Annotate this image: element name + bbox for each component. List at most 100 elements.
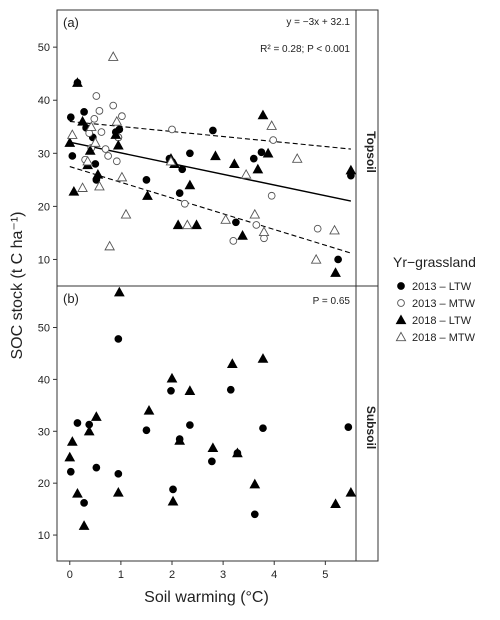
y-axis-label: SOC stock (t C ha⁻¹) — [9, 211, 26, 359]
data-point — [120, 208, 132, 219]
data-point — [77, 182, 88, 192]
data-point — [80, 108, 88, 116]
data-point — [91, 160, 100, 168]
data-point — [142, 190, 153, 200]
data-point — [72, 77, 83, 87]
data-point — [249, 478, 261, 489]
data-point — [110, 129, 122, 139]
data-point — [166, 372, 178, 383]
data-point — [181, 219, 193, 230]
x-tick-label: 5 — [322, 569, 328, 581]
legend-label: 2013 – MTW — [412, 298, 476, 310]
legend-marker — [395, 314, 407, 325]
data-point — [186, 149, 194, 158]
regression-stats: R² = 0.28; P < 0.001 — [260, 44, 350, 55]
data-point — [258, 226, 270, 236]
data-point — [80, 499, 88, 507]
data-point — [66, 129, 78, 139]
data-point — [114, 335, 123, 343]
data-point — [66, 436, 78, 446]
data-point — [186, 421, 194, 429]
data-point — [66, 467, 75, 476]
data-point — [83, 425, 95, 436]
data-point — [90, 114, 99, 123]
data-point — [240, 169, 252, 179]
data-point — [95, 106, 104, 115]
data-point — [174, 435, 186, 445]
data-point — [90, 411, 102, 421]
y-tick-label: 40 — [38, 374, 50, 386]
subsoil-strip — [355, 285, 379, 562]
data-point — [167, 386, 175, 395]
data-point — [118, 112, 126, 121]
data-point — [116, 171, 128, 182]
data-point — [180, 199, 189, 208]
x-tick-label: 3 — [220, 569, 226, 581]
x-tick-label: 2 — [169, 569, 175, 581]
data-point — [104, 152, 112, 160]
data-point — [252, 163, 264, 174]
y-tick-label: 10 — [38, 530, 50, 542]
data-point — [220, 214, 232, 224]
data-point — [345, 486, 357, 497]
data-point — [68, 185, 80, 196]
data-point — [89, 137, 101, 147]
data-point — [228, 158, 240, 169]
data-point — [169, 485, 177, 494]
topsoil-strip-label: Topsoil — [364, 131, 378, 173]
chart-marks: 10 20 30 40 50 10 20 30 40 50 0 1 2 3 4 5 — [38, 42, 357, 581]
data-point — [97, 128, 106, 136]
data-point — [184, 179, 196, 190]
data-point — [78, 520, 90, 530]
data-point — [109, 101, 118, 110]
data-point — [257, 109, 269, 120]
data-point — [249, 154, 258, 163]
data-point — [210, 150, 221, 161]
data-point — [167, 495, 179, 506]
data-point — [259, 424, 267, 433]
data-point — [330, 498, 341, 509]
regression-equation: y = −3x + 32.1 — [286, 17, 350, 28]
data-point — [310, 253, 322, 264]
legend-label: 2018 – LTW — [412, 315, 472, 327]
data-point — [345, 164, 357, 175]
data-point — [229, 237, 238, 245]
data-point — [84, 145, 96, 155]
data-point — [291, 153, 303, 163]
data-point — [115, 125, 124, 134]
data-point — [92, 169, 104, 179]
data-point — [257, 148, 266, 157]
data-point — [165, 155, 177, 166]
legend-marker — [395, 331, 407, 342]
data-point — [252, 221, 261, 229]
data-point — [172, 219, 184, 230]
data-point — [68, 152, 77, 160]
data-point — [329, 224, 340, 235]
data-point — [191, 219, 202, 230]
data-point — [73, 419, 82, 427]
data-point — [344, 423, 353, 431]
data-point — [101, 145, 110, 153]
y-tick-label: 20 — [38, 478, 50, 490]
data-point — [92, 92, 101, 100]
data-point — [94, 180, 105, 191]
data-point — [266, 120, 278, 130]
x-tick-label: 0 — [67, 569, 73, 581]
data-point — [178, 165, 187, 174]
data-point — [168, 125, 176, 134]
data-point — [64, 137, 76, 147]
data-point — [92, 463, 101, 472]
data-point — [113, 286, 125, 297]
y-tick-label: 10 — [38, 254, 50, 266]
data-point — [77, 115, 88, 126]
subsoil-strip-label: Subsoil — [364, 406, 378, 449]
legend: 2013 – LTW 2013 – MTW 2018 – LTW 2018 – MTW — [395, 281, 476, 344]
data-point — [226, 358, 238, 368]
regression-line — [69, 141, 352, 202]
data-point — [262, 147, 274, 158]
data-point — [269, 136, 278, 144]
y-tick-label: 30 — [38, 148, 50, 160]
data-point — [334, 255, 342, 264]
data-point — [313, 224, 322, 233]
